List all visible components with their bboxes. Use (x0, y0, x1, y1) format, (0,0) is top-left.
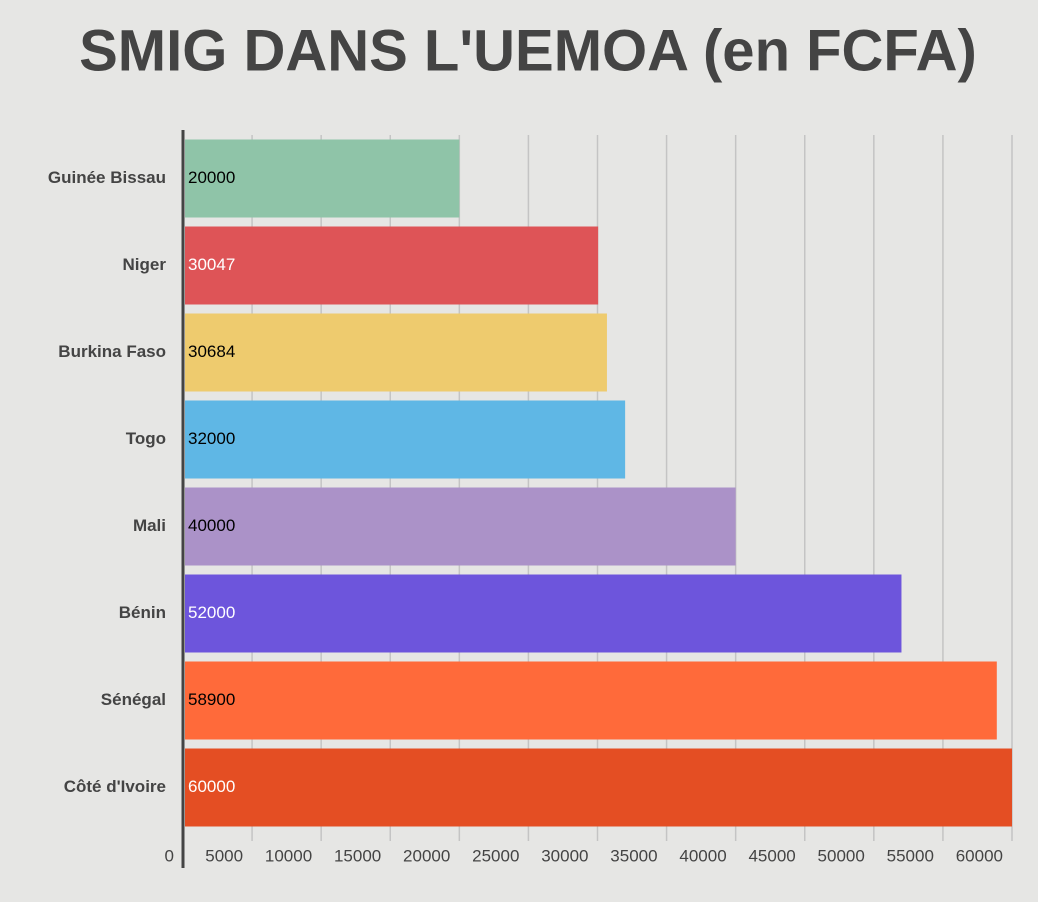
y-tick-label: Burkina Faso (58, 342, 166, 361)
value-label: 30684 (188, 342, 235, 361)
value-label: 30047 (188, 255, 235, 274)
bar (185, 313, 607, 392)
y-tick-label: Niger (123, 255, 167, 274)
bar (185, 748, 1012, 827)
y-tick-label: Sénégal (101, 690, 166, 709)
bar (185, 487, 736, 566)
bar (185, 574, 902, 653)
x-tick-label: 25000 (472, 846, 519, 865)
x-tick-label: 45000 (748, 846, 795, 865)
value-label: 52000 (188, 603, 235, 622)
value-label: 60000 (188, 777, 235, 796)
y-tick-label: Guinée Bissau (48, 168, 166, 187)
x-tick-label: 50000 (818, 846, 865, 865)
x-tick-label: 40000 (679, 846, 726, 865)
y-tick-label: Côté d'Ivoire (64, 777, 166, 796)
y-tick-label: Togo (126, 429, 166, 448)
x-tick-label: 35000 (610, 846, 657, 865)
x-tick-label: 60000 (956, 846, 1003, 865)
x-tick-label: 0 (165, 846, 174, 865)
x-tick-label: 55000 (887, 846, 934, 865)
x-tick-label: 30000 (541, 846, 588, 865)
bar (185, 139, 460, 218)
x-tick-label: 15000 (334, 846, 381, 865)
bar (185, 661, 997, 740)
x-tick-label: 5000 (205, 846, 243, 865)
value-label: 58900 (188, 690, 235, 709)
y-tick-label: Mali (133, 516, 166, 535)
value-label: 32000 (188, 429, 235, 448)
x-tick-label: 20000 (403, 846, 450, 865)
chart-title: SMIG DANS L'UEMOA (en FCFA) (79, 18, 977, 83)
bar (185, 226, 599, 305)
bar (185, 400, 626, 479)
y-tick-label: Bénin (119, 603, 166, 622)
x-tick-label: 10000 (265, 846, 312, 865)
value-label: 40000 (188, 516, 235, 535)
value-label: 20000 (188, 168, 235, 187)
